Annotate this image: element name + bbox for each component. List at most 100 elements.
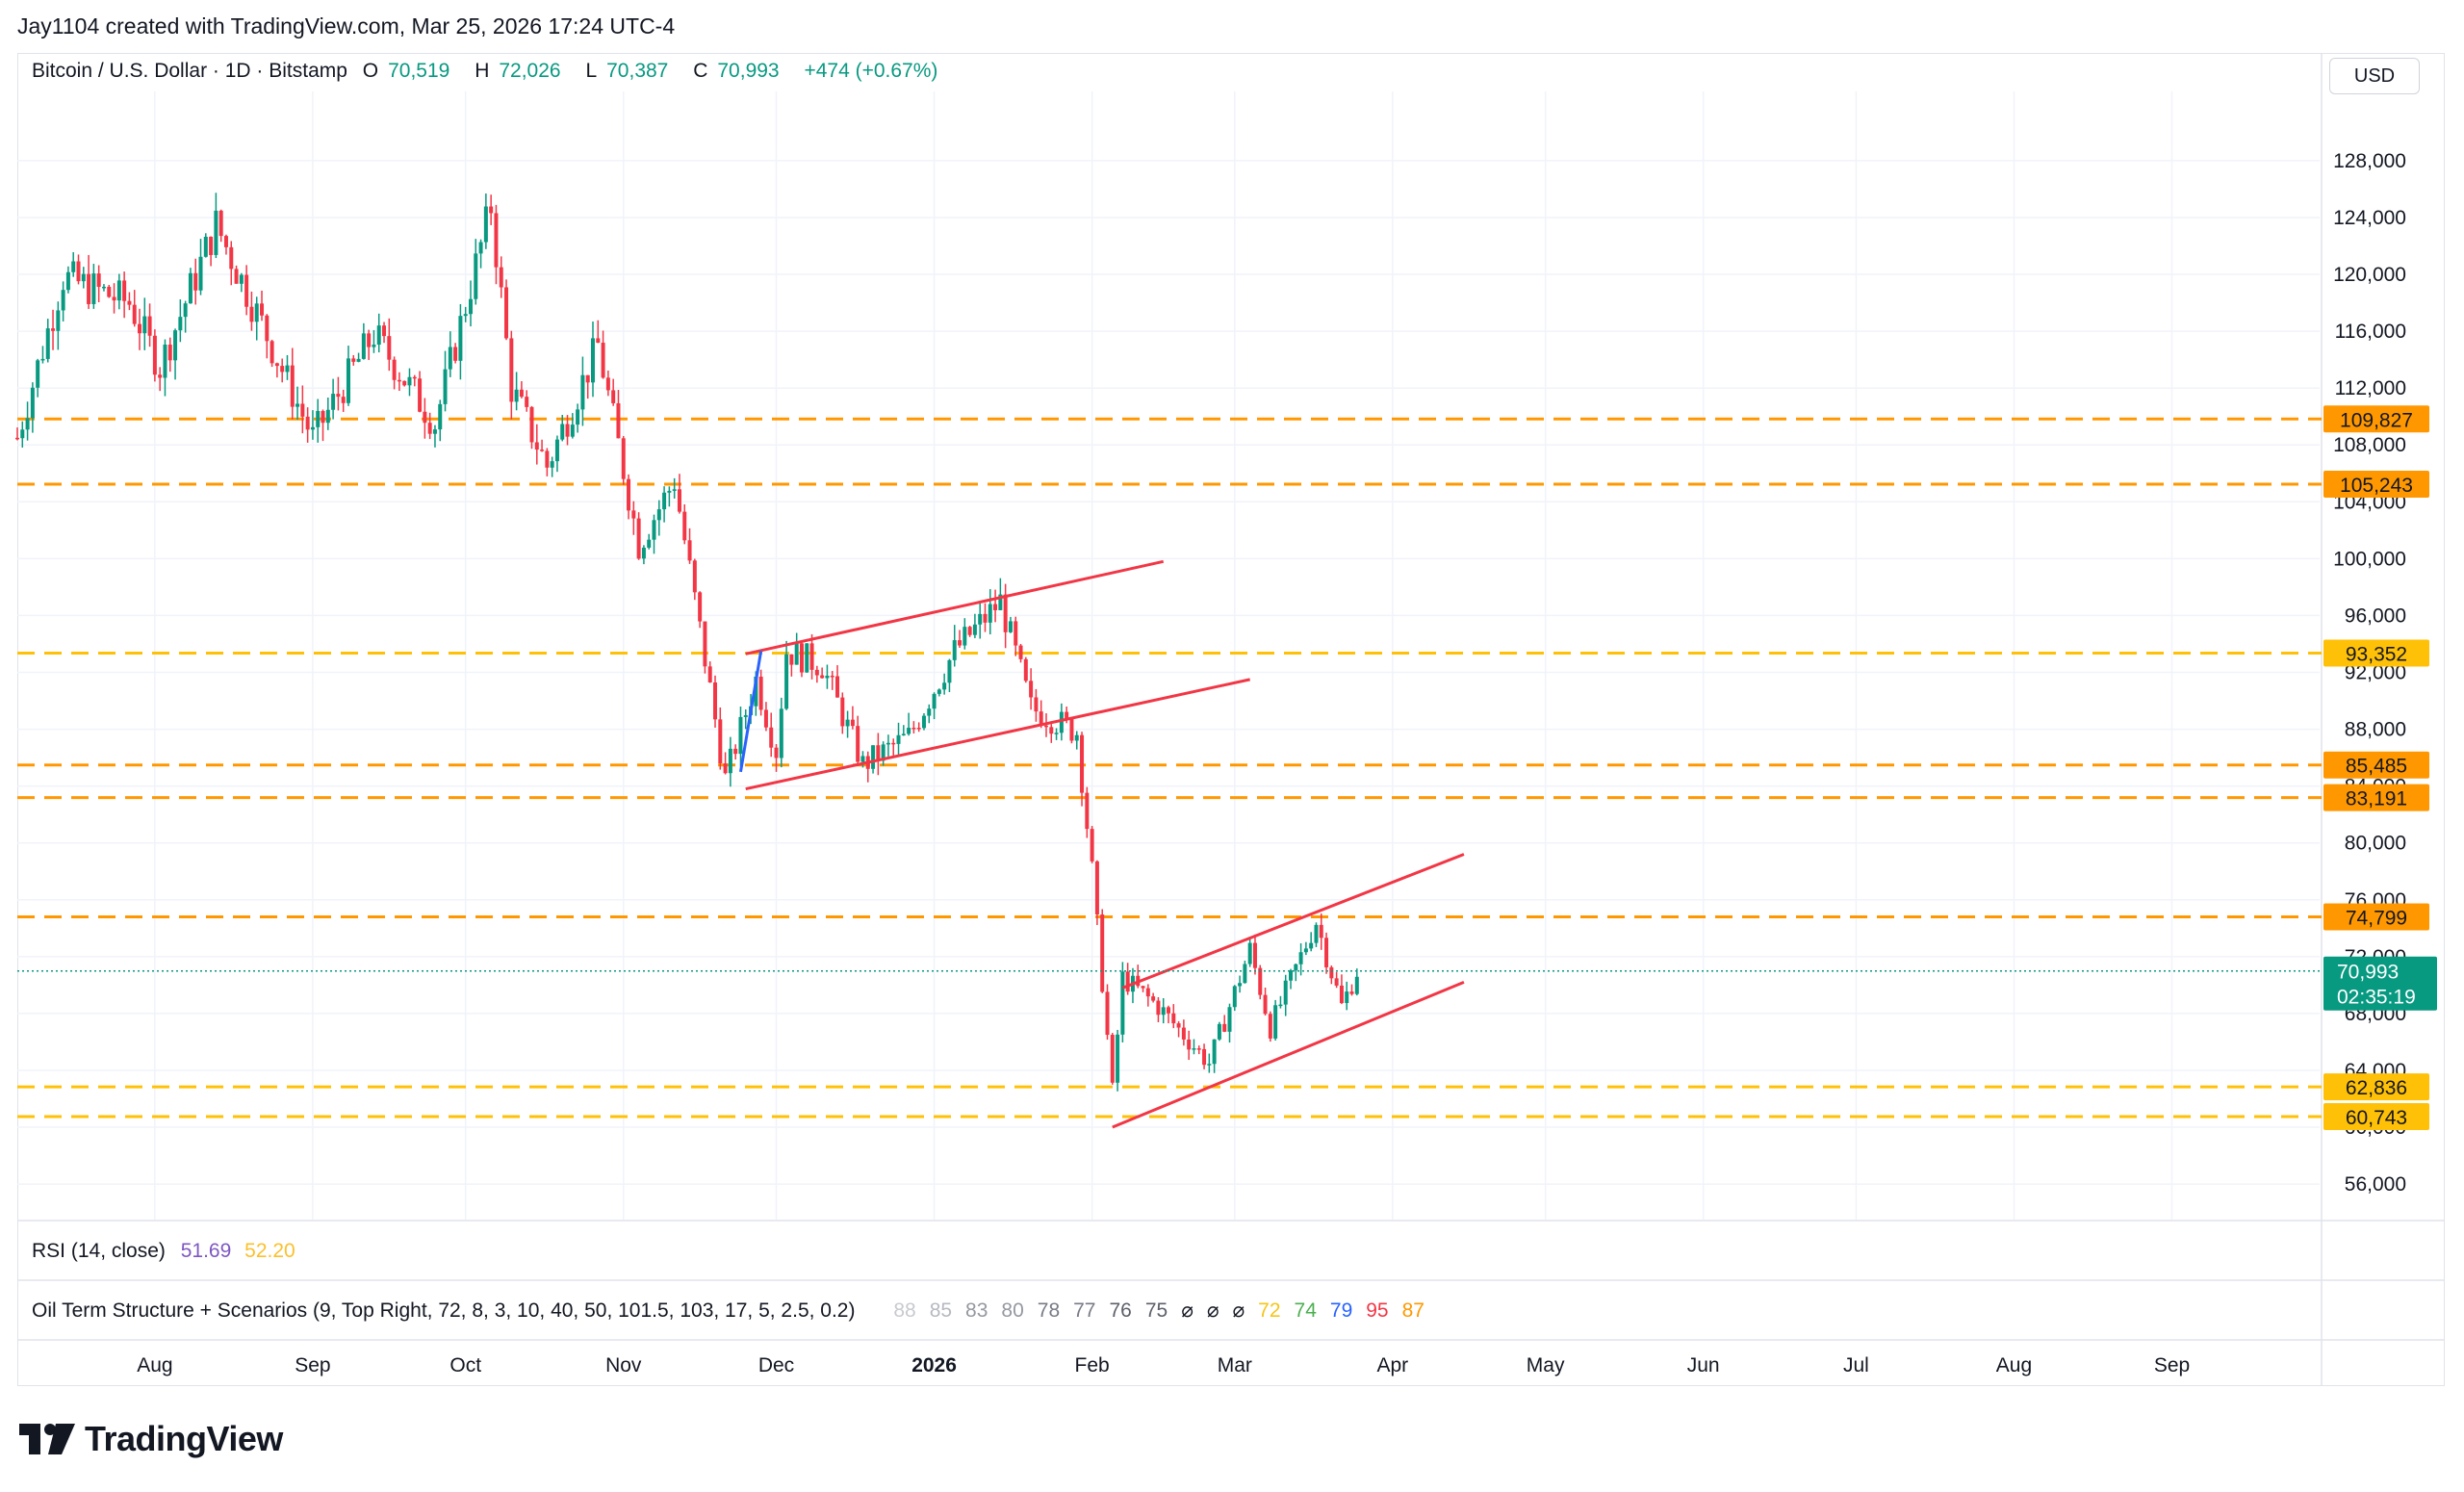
candle-body (554, 439, 559, 462)
candle-body (407, 376, 412, 386)
currency-button[interactable]: USD (2329, 58, 2420, 94)
oil-indicator-value: 85 (929, 1299, 953, 1322)
candle-body (300, 403, 305, 417)
candle-body (183, 303, 188, 318)
candle-body (907, 728, 911, 734)
candle-body (1181, 1027, 1186, 1040)
candle-body (158, 374, 163, 378)
candle-body (397, 379, 401, 382)
chart-panel[interactable] (17, 53, 2445, 1386)
candle-body (718, 719, 723, 764)
candle-body (331, 394, 336, 410)
candle-body (65, 271, 70, 291)
candle-body (901, 733, 906, 735)
candle-body (876, 745, 881, 761)
candle-body (647, 539, 652, 548)
candle-body (1192, 1048, 1196, 1050)
symbol-label[interactable]: Bitcoin / U.S. Dollar · 1D · Bitstamp (32, 60, 347, 82)
candle-body (87, 273, 91, 304)
close-value: 70,993 (717, 60, 780, 82)
candle-body (1207, 1064, 1212, 1066)
rsi-indicator-legend[interactable]: RSI (14, close) 51.69 52.20 (32, 1240, 295, 1263)
candle-body (280, 366, 285, 373)
level-price-label: 109,827 (2340, 409, 2413, 431)
candle-body (1145, 988, 1150, 997)
level-price-label-box (2323, 1103, 2429, 1131)
candle-body (387, 336, 392, 360)
candle-body (576, 409, 580, 425)
trendline[interactable] (745, 559, 1165, 656)
candle-body (611, 390, 616, 403)
candle-body (570, 424, 575, 437)
candle-body (260, 303, 265, 316)
oil-indicator-value: 79 (1329, 1299, 1353, 1322)
candle-body (91, 273, 96, 304)
trendline[interactable] (745, 678, 1250, 791)
last-price-label: 70,993 (2337, 962, 2399, 984)
candle-body (1232, 986, 1237, 1008)
candle-body (1238, 983, 1243, 987)
candle-body (1334, 978, 1339, 986)
candle-body (947, 659, 952, 683)
trendline[interactable] (1121, 853, 1465, 990)
level-price-label: 60,743 (2346, 1107, 2407, 1129)
candle-body (1156, 1000, 1161, 1016)
candle-body (223, 236, 228, 247)
candle-body (254, 303, 259, 322)
candle-body (891, 742, 896, 745)
candle-body (820, 675, 825, 679)
candle-body (1268, 1014, 1272, 1039)
candle-body (952, 640, 957, 660)
candle-body (1065, 711, 1069, 719)
tradingview-logo: TradingView (19, 1419, 283, 1459)
oil-indicator-value: 80 (1001, 1299, 1024, 1322)
candle-body (81, 273, 86, 282)
candle-body (1252, 942, 1257, 968)
level-price-label-box (2323, 470, 2429, 498)
candle-body (1151, 996, 1156, 1001)
candle-body (1059, 711, 1064, 733)
chart-credit-header: Jay1104 created with TradingView.com, Ma… (17, 13, 676, 39)
trendline[interactable] (738, 651, 763, 773)
candle-body (36, 360, 40, 388)
candle-body (453, 347, 458, 361)
candle-body (519, 389, 524, 398)
oil-indicator-value: 83 (965, 1299, 988, 1322)
candle-body (468, 298, 473, 315)
candle-body (677, 489, 681, 512)
candle-body (1003, 594, 1008, 632)
candle-body (631, 510, 636, 519)
candle-body (1196, 1048, 1201, 1050)
level-price-label-box (2323, 903, 2429, 931)
candle-body (763, 709, 768, 728)
oil-indicator-legend[interactable]: Oil Term Structure + Scenarios (9, Top R… (32, 1299, 1438, 1323)
candle-body (830, 675, 834, 678)
candle-body (107, 286, 112, 297)
candle-body (769, 727, 774, 748)
candle-body (621, 438, 626, 479)
candle-body (316, 410, 321, 427)
candle-body (167, 344, 172, 361)
candle-body (641, 547, 646, 559)
candle-body (142, 316, 147, 334)
level-price-label-box (2323, 405, 2429, 433)
trendline[interactable] (1112, 981, 1465, 1129)
candle-body (274, 363, 279, 367)
candle-body (881, 744, 886, 761)
candle-body (921, 715, 926, 729)
oil-indicator-value: ⌀ (1206, 1299, 1219, 1322)
price-axis-tick-label: 88,000 (2345, 719, 2406, 741)
candle-body (1298, 952, 1303, 965)
candle-body (1324, 938, 1329, 967)
candle-body (1085, 792, 1090, 830)
candle-body (514, 389, 519, 402)
candle-body (152, 335, 157, 375)
candle-body (1222, 1023, 1227, 1032)
candle-body (56, 310, 61, 331)
candle-body (1283, 980, 1288, 1005)
rsi-value: 51.69 (180, 1240, 232, 1262)
candle-body (927, 708, 932, 716)
candle-body (356, 358, 361, 362)
